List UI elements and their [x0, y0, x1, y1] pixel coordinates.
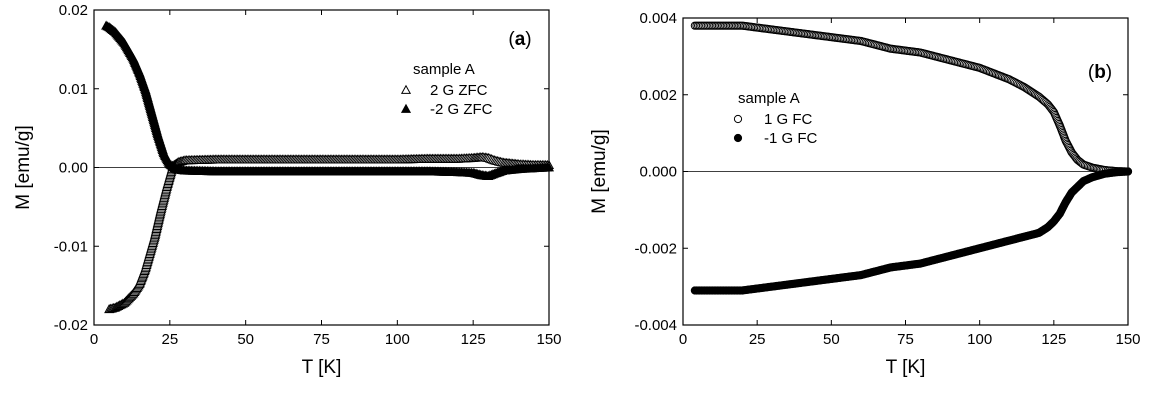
legend-label: 2 G ZFC: [430, 82, 488, 99]
x-tick-label: 100: [385, 331, 410, 348]
legend-entry: 1 G FC: [733, 111, 813, 128]
circle-filled-marker-icon: [733, 133, 743, 143]
y-tick-label: 0.01: [59, 81, 88, 98]
legend: sample A 2 G ZFC -2 G ZFC: [400, 61, 493, 118]
legend-entry: -1 G FC: [733, 130, 818, 147]
y-axis-label: M [emu/g]: [589, 129, 610, 213]
panel-label: (b): [1088, 62, 1112, 83]
legend: sample A 1 G FC -1 G FC: [733, 90, 818, 147]
series-triangle-open: [104, 152, 555, 314]
circle-open-marker-icon: [733, 114, 743, 124]
y-tick-label: 0.00: [59, 160, 88, 177]
series-circle-filled: [690, 167, 1133, 295]
y-tick-label: -0.02: [54, 317, 88, 334]
x-tick-label: 75: [313, 331, 330, 348]
y-tick-label: 0.02: [59, 2, 88, 19]
legend-label: -2 G ZFC: [430, 101, 493, 118]
x-tick-label: 25: [161, 331, 178, 348]
triangle-filled-marker-icon: [400, 103, 412, 113]
y-tick-label: -0.004: [634, 317, 677, 334]
x-axis-label: T [K]: [302, 357, 342, 378]
legend-title: sample A: [413, 61, 475, 78]
x-tick-label: 25: [749, 331, 766, 348]
x-tick-label: 100: [967, 331, 992, 348]
panel-label: (a): [508, 29, 531, 50]
panel-a: 0 25 50 75 100 125 150 -0.02 -0.01 0.00 0.01 0.02 T…: [13, 2, 562, 378]
ticks-layer: 0 25 50 75 100 125 150 -0.004 -0.002 0.000 0.002 0.…: [634, 10, 1140, 348]
legend-label: 1 G FC: [764, 111, 813, 128]
y-tick-label: 0.004: [639, 10, 677, 27]
x-tick-label: 50: [237, 331, 254, 348]
x-axis-label: T [K]: [886, 357, 926, 378]
x-tick-label: 0: [679, 331, 687, 348]
x-tick-label: 150: [1115, 331, 1140, 348]
y-tick-label: 0.002: [639, 87, 677, 104]
x-tick-label: 75: [897, 331, 914, 348]
legend-label: -1 G FC: [764, 130, 818, 147]
series-circle-open: [690, 21, 1133, 176]
series-layer: [101, 20, 555, 314]
x-tick-label: 0: [90, 331, 98, 348]
triangle-open-marker-icon: [400, 84, 412, 94]
y-tick-label: 0.000: [639, 164, 677, 181]
x-tick-label: 50: [823, 331, 840, 348]
y-tick-label: -0.002: [634, 240, 677, 257]
panel-b: 0 25 50 75 100 125 150 -0.004 -0.002 0.000 0.002 0.…: [589, 10, 1141, 378]
ticks-layer: 0 25 50 75 100 125 150 -0.02 -0.01 0.00 0.01 0.02: [54, 2, 562, 348]
x-tick-label: 125: [461, 331, 486, 348]
legend-entry: -2 G ZFC: [400, 101, 493, 118]
legend-title: sample A: [738, 90, 800, 107]
y-axis-label: M [emu/g]: [13, 125, 34, 209]
legend-entry: 2 G ZFC: [400, 82, 488, 99]
series-layer: [690, 21, 1133, 295]
x-tick-label: 150: [536, 331, 561, 348]
y-tick-label: -0.01: [54, 238, 88, 255]
x-tick-label: 125: [1041, 331, 1066, 348]
series-triangle-filled: [101, 20, 555, 181]
